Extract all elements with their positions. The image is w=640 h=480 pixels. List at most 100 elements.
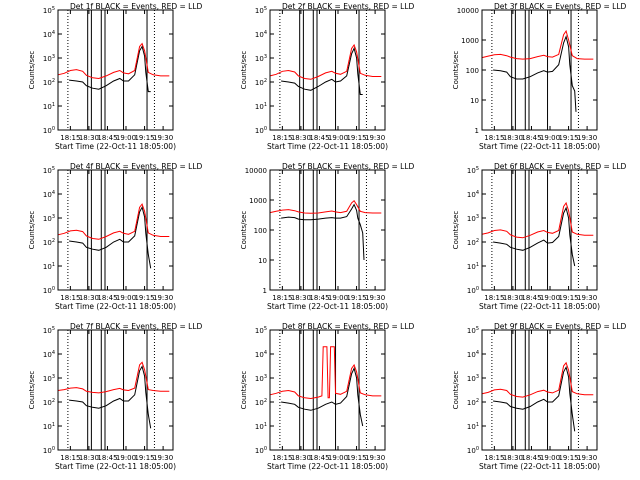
x-tick-label: 18:45: [97, 294, 117, 302]
x-tick-label: 19:15: [346, 294, 366, 302]
y-tick-label: 100: [255, 126, 267, 135]
x-tick-label: 18:45: [521, 134, 541, 142]
x-tick-label: 19:15: [558, 454, 578, 462]
y-tick-label: 102: [467, 398, 479, 407]
x-axis-label: Start Time (22-Oct-11 18:05:00): [55, 142, 176, 151]
series-line-lld: [481, 361, 594, 398]
data-gap-box: [313, 10, 317, 130]
y-tick-label: 100: [43, 286, 55, 295]
x-tick-label: 19:30: [577, 134, 597, 142]
series-line-lld: [269, 43, 382, 80]
x-tick-label: 19:30: [153, 454, 173, 462]
x-tick-label: 19:15: [558, 294, 578, 302]
panel-title: Det 6f BLACK = Events, RED = LLD: [494, 162, 627, 171]
y-tick-label: 101: [255, 102, 267, 111]
y-axis-label: Counts/sec: [452, 51, 460, 90]
x-axis-label: Start Time (22-Oct-11 18:05:00): [479, 462, 600, 471]
y-tick-label: 103: [255, 54, 267, 63]
y-tick-label: 102: [43, 238, 55, 247]
data-gap-box: [525, 170, 529, 290]
x-axis-label: Start Time (22-Oct-11 18:05:00): [267, 142, 388, 151]
x-axis-label: Start Time (22-Oct-11 18:05:00): [267, 302, 388, 311]
x-tick-label: 19:00: [328, 454, 348, 462]
y-tick-label: 1: [263, 287, 267, 295]
plot-frame: [269, 9, 386, 131]
series-line-events: [493, 206, 576, 267]
x-tick-label: 18:15: [484, 134, 504, 142]
data-gap-box: [87, 170, 92, 290]
x-tick-label: 19:30: [365, 294, 385, 302]
x-tick-label: 19:00: [328, 134, 348, 142]
detector-panel: 10010110210310410518:1518:3018:4519:0019…: [240, 2, 415, 151]
panel-title: Det 5f BLACK = Events, RED = LLD: [282, 162, 415, 171]
y-axis-label: Counts/sec: [28, 371, 36, 410]
y-tick-label: 101: [467, 422, 479, 431]
y-tick-label: 102: [467, 238, 479, 247]
x-tick-label: 18:30: [291, 454, 311, 462]
y-tick-label: 103: [43, 374, 55, 383]
y-axis-label: Counts/sec: [240, 371, 248, 410]
y-tick-label: 104: [43, 30, 55, 39]
data-gap-box: [511, 170, 516, 290]
x-tick-label: 19:00: [116, 294, 136, 302]
x-tick-label: 19:30: [365, 454, 385, 462]
y-tick-label: 102: [255, 398, 267, 407]
series-line-lld: [269, 346, 382, 400]
y-tick-label: 103: [255, 374, 267, 383]
y-tick-label: 104: [467, 350, 479, 359]
y-axis-label: Counts/sec: [240, 211, 248, 250]
series-line-events: [493, 34, 577, 112]
series-line-lld: [57, 361, 170, 394]
x-tick-label: 18:15: [60, 294, 80, 302]
y-tick-label: 104: [467, 190, 479, 199]
panel-title: Det 4f BLACK = Events, RED = LLD: [70, 162, 203, 171]
y-axis-label: Counts/sec: [452, 211, 460, 250]
data-gap-box: [525, 10, 529, 130]
x-tick-label: 19:30: [577, 454, 597, 462]
y-axis-label: Counts/sec: [240, 51, 248, 90]
x-tick-label: 19:30: [577, 294, 597, 302]
y-axis-label: Counts/sec: [28, 51, 36, 90]
detector-panel: 10010110210310410518:1518:3018:4519:0019…: [452, 162, 627, 311]
y-tick-label: 101: [43, 422, 55, 431]
y-tick-label: 105: [467, 326, 479, 335]
detector-panel: 1 10 100 1000 10000 18:1518:3018:4519:0019:15…: [452, 2, 627, 151]
x-tick-label: 19:30: [153, 294, 173, 302]
data-gap-box: [313, 170, 317, 290]
x-tick-label: 19:15: [134, 454, 154, 462]
detector-panel: 10010110210310410518:1518:3018:4519:0019…: [28, 2, 203, 151]
x-tick-label: 18:15: [484, 454, 504, 462]
y-tick-label: 10: [470, 97, 479, 105]
series-line-events: [281, 366, 364, 427]
x-tick-label: 19:00: [540, 454, 560, 462]
panel-title: Det 8f BLACK = Events, RED = LLD: [282, 322, 415, 331]
x-tick-label: 18:30: [503, 134, 523, 142]
y-tick-label: 104: [255, 350, 267, 359]
detector-panel: 1 10 100 1000 10000 18:1518:3018:4519:0019:15…: [240, 162, 415, 311]
y-tick-label: 100: [466, 67, 479, 75]
panel-title: Det 3f BLACK = Events, RED = LLD: [494, 2, 627, 11]
x-tick-label: 19:30: [365, 134, 385, 142]
x-tick-label: 18:15: [272, 454, 292, 462]
x-tick-label: 19:00: [540, 294, 560, 302]
data-gap-box: [87, 330, 92, 450]
x-tick-label: 19:00: [540, 134, 560, 142]
y-tick-label: 100: [43, 446, 55, 455]
y-tick-label: 102: [43, 78, 55, 87]
y-axis-label: Counts/sec: [452, 371, 460, 410]
data-gap-box: [525, 330, 529, 450]
panel-title: Det 9f BLACK = Events, RED = LLD: [494, 322, 627, 331]
y-tick-label: 105: [43, 166, 55, 175]
y-tick-label: 10: [258, 257, 267, 265]
x-tick-label: 18:45: [309, 454, 329, 462]
x-tick-label: 18:30: [503, 454, 523, 462]
x-axis-label: Start Time (22-Oct-11 18:05:00): [479, 302, 600, 311]
data-gap-box: [101, 170, 105, 290]
detector-panel: 10010110210310410518:1518:3018:4519:0019…: [28, 322, 203, 471]
detector-panel: 10010110210310410518:1518:3018:4519:0019…: [240, 322, 415, 471]
y-tick-label: 10000: [457, 7, 479, 15]
y-tick-label: 100: [255, 446, 267, 455]
data-gap-box: [87, 10, 92, 130]
panel-title: Det 2f BLACK = Events, RED = LLD: [282, 2, 415, 11]
